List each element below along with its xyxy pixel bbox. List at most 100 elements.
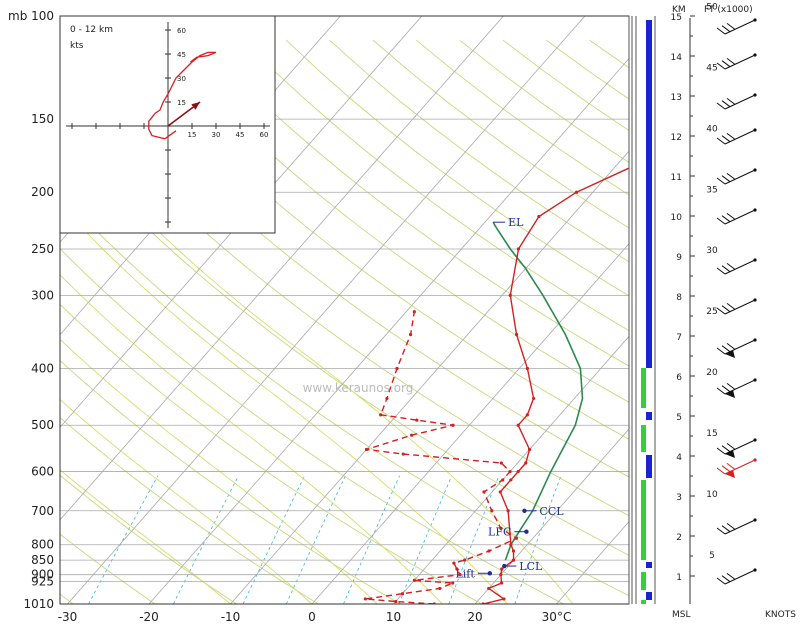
pressure-tick-label: 200 [31,185,54,199]
temperature-point [509,543,512,546]
dewpoint-point [452,562,455,565]
km-tick-label: 6 [676,373,682,383]
temperature-point [515,333,518,336]
pressure-tick-label: 800 [31,538,54,552]
stability-bar-green [641,425,646,452]
wind-barb-dot [753,298,756,301]
dewpoint-point [364,597,367,600]
dewpoint-point [490,509,493,512]
wind-barb-dot [753,128,756,131]
temperature-tick-label: -20 [139,610,159,624]
wind-barb-dot [753,208,756,211]
km-tick-label: 9 [676,253,682,263]
ft-tick-label: 25 [706,307,717,317]
km-tick-label: 12 [671,133,682,143]
dewpoint-point [401,592,404,595]
km-tick-label: 11 [671,173,682,183]
temperature-tick-label: 10 [386,610,401,624]
wind-barb-dot [753,338,756,341]
level-label: LCL [519,560,543,573]
stability-bar-blue [646,20,652,368]
dewpoint-point [395,367,398,370]
ft-tick-label: 10 [706,490,718,500]
hodograph-unit: kts [70,41,84,51]
temperature-point [526,367,529,370]
hodograph-title: 0 - 12 km [70,25,113,35]
dewpoint-point [402,452,405,455]
pressure-tick-label: 1010 [23,597,54,611]
wind-barb-dot [753,168,756,171]
temperature-point [575,191,578,194]
dewpoint-point [410,434,413,437]
stability-bar-green [641,600,646,604]
stability-bar-green [641,480,646,560]
dewpoint-point [515,537,518,540]
temperature-point [512,549,515,552]
wind-barb-dot [753,458,756,461]
hodograph-tick-label: 45 [236,131,245,139]
hodograph-tick-label: 30 [212,131,221,139]
msl-label: MSL [672,610,691,620]
temperature-tick-label: -30 [58,610,78,624]
stability-bar-blue [646,412,652,420]
ft-tick-label: 45 [706,63,717,73]
ft-tick-label: 30 [706,246,718,256]
dewpoint-point [385,397,388,400]
pressure-tick-label: 250 [31,242,54,256]
ft-tick-label: 5 [709,551,715,561]
ft-tick-label: 20 [706,368,718,378]
level-label: EL [508,216,524,229]
km-tick-label: 14 [671,53,683,63]
dewpoint-point [463,559,466,562]
dewpoint-point [451,581,454,584]
watermark: www.keraunos.org [303,381,414,395]
wind-barb-dot [753,378,756,381]
dewpoint-point [451,424,454,427]
temperature-point [532,397,535,400]
stability-bar-green [641,368,646,408]
temperature-point [509,294,512,297]
dewpoint-point [415,418,418,421]
ft-axis-label: FT (x1000) [704,5,753,15]
ft-tick-label: 15 [706,429,717,439]
pressure-tick-label: 150 [31,112,54,126]
km-tick-label: 4 [676,453,682,463]
km-tick-label: 13 [671,93,682,103]
km-tick-label: 8 [676,293,682,303]
km-tick-label: 3 [676,493,682,503]
km-tick-label: 5 [676,413,682,423]
dewpoint-point [482,490,485,493]
dewpoint-point [413,310,416,313]
dewpoint-point [413,579,416,582]
pressure-tick-label: 850 [31,553,54,567]
stability-bar-blue [646,592,652,600]
dewpoint-point [487,549,490,552]
level-label: Lift [455,567,475,580]
wind-barb-dot [753,93,756,96]
temperature-tick-label: 20 [467,610,482,624]
stability-bar-blue [646,562,652,568]
temperature-tick-label: 30°C [542,610,572,624]
temperature-point [517,424,520,427]
dewpoint-point [365,448,368,451]
temperature-point [537,215,540,218]
pressure-tick-label: 600 [31,465,54,479]
temperature-point [524,461,527,464]
temperature-point [499,490,502,493]
dewpoint-point [508,470,511,473]
dewpoint-point [501,478,504,481]
level-label: LFC [488,526,511,539]
temperature-point [500,581,503,584]
dewpoint-point [409,333,412,336]
temperature-point [528,448,531,451]
pressure-tick-label: 400 [31,361,54,375]
km-tick-label: 2 [676,533,682,543]
temperature-point [499,573,502,576]
hodograph-tick-label: 15 [188,131,197,139]
dewpoint-point [394,600,397,603]
wind-barb-dot [753,438,756,441]
wind-barb-dot [753,568,756,571]
wind-barb-dot [753,18,756,21]
